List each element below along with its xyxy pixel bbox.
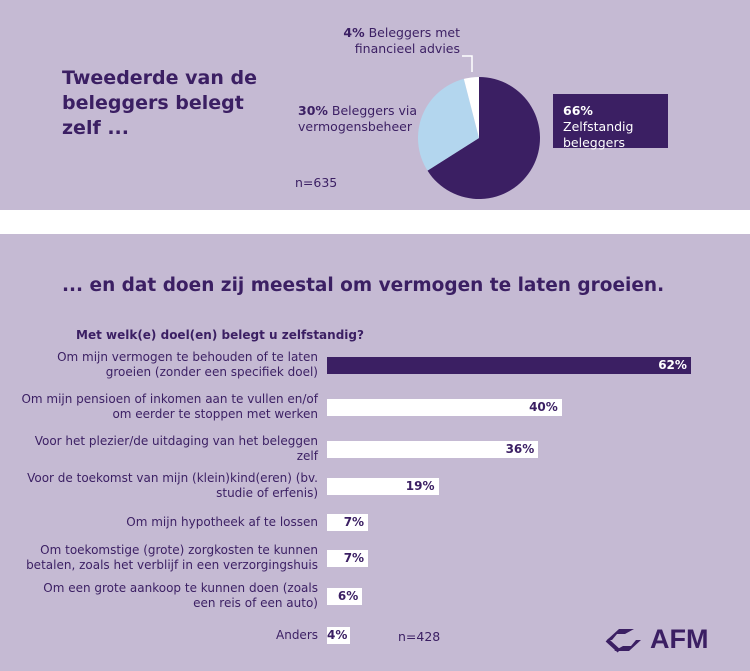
bar: 62% <box>327 357 691 374</box>
bar: 6% <box>327 588 363 605</box>
bar: 19% <box>327 478 439 495</box>
bar-value-label: 7% <box>343 551 365 565</box>
afm-logo-icon <box>605 628 641 652</box>
bar-category-label: Voor het plezier/de uitdaging van het be… <box>34 434 318 463</box>
bar-category-label: Om mijn hypotheek af te lossen <box>126 515 318 529</box>
bar-question: Met welk(e) doel(en) belegt u zelfstandi… <box>76 328 364 342</box>
bar-category-label: Om mijn pensioen of inkomen aan te vulle… <box>21 392 318 421</box>
bar-category-label: Om toekomstige (grote) zorgkosten te kun… <box>26 543 318 572</box>
bar-value-label: 19% <box>405 479 435 493</box>
top-title: Tweederde van de beleggers belegt zelf .… <box>62 67 257 139</box>
divider <box>0 210 750 234</box>
bar-category-label: Om een grote aankoop te kunnen doen (zoa… <box>43 581 318 610</box>
pie-slice <box>463 77 479 138</box>
leader-line <box>462 55 473 72</box>
afm-logo: AFM <box>604 624 708 655</box>
bar-value-label: 7% <box>343 515 365 529</box>
bar: 36% <box>327 441 539 458</box>
slice-label-zelfstandig: 66% Zelfstandig beleggers <box>553 94 668 150</box>
slice-label-vermogensbeheer: 30% Beleggers via vermogensbeheer <box>298 103 418 134</box>
bar-value-label: 6% <box>337 589 359 603</box>
bar-category-label: Voor de toekomst van mijn (klein)kind(er… <box>27 471 318 500</box>
pie-slice <box>427 77 540 199</box>
pie-slice <box>418 78 479 171</box>
bar-value-label: 4% <box>327 628 348 642</box>
bar-value-label: 40% <box>529 400 558 414</box>
bar-category-label: Anders <box>276 628 318 642</box>
bar-value-label: 36% <box>505 442 535 456</box>
bar: 7% <box>327 550 369 567</box>
slice-label-advies: 4% Beleggers met financieel advies <box>343 25 460 56</box>
bar: 4% <box>327 627 351 644</box>
pie-n: n=635 <box>295 175 338 190</box>
bar-value-label: 62% <box>658 358 687 372</box>
bar: 40% <box>327 399 562 416</box>
bar-title: ... en dat doen zij meestal om vermogen … <box>62 275 665 296</box>
bar: 7% <box>327 514 369 531</box>
pie-chart <box>418 55 540 199</box>
bar-category-label: Om mijn vermogen te behouden of te laten… <box>57 350 318 379</box>
bar-n: n=428 <box>398 629 441 644</box>
